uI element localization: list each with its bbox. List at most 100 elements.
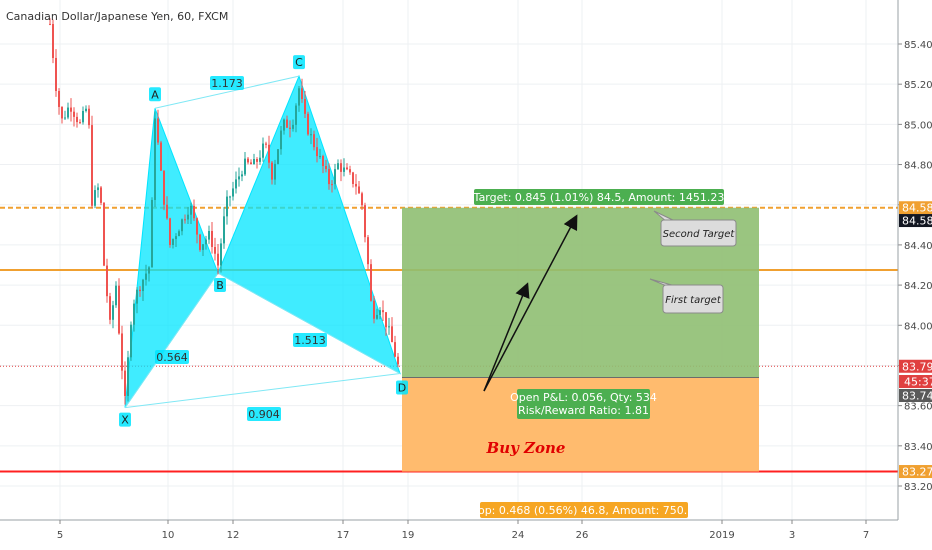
price-tag[interactable]: 84.585 bbox=[902, 202, 932, 215]
price-tick-label: 85.400 bbox=[904, 40, 932, 51]
target-label-bg bbox=[474, 189, 724, 205]
price-tag[interactable]: 83.272 bbox=[902, 466, 932, 479]
price-tag-bg bbox=[899, 465, 932, 479]
candle-body bbox=[364, 205, 366, 238]
candle-body bbox=[145, 273, 147, 280]
candle-body bbox=[193, 205, 195, 219]
candle-body bbox=[211, 230, 213, 247]
note-second-target-box bbox=[660, 219, 737, 247]
candle-body bbox=[187, 214, 189, 220]
candle-body bbox=[70, 107, 72, 112]
ratio-label[interactable]: 1.513 bbox=[294, 334, 326, 347]
target-label-text: Target: 0.845 (1.01%) 84.5, Amount: 1451… bbox=[473, 191, 725, 204]
candle-body bbox=[55, 57, 57, 91]
pattern-labels[interactable]: X A B C D 1.173 0.564 1.513 0.904 bbox=[119, 55, 408, 427]
note-first-target[interactable]: First target bbox=[649, 278, 724, 314]
harmonic-pattern[interactable] bbox=[124, 74, 401, 409]
position-labels[interactable]: Target: 0.845 (1.01%) 84.5, Amount: 1451… bbox=[467, 189, 737, 518]
ratio-label[interactable]: 0.564 bbox=[156, 351, 188, 364]
candle-body bbox=[313, 134, 315, 148]
candle-body bbox=[85, 108, 87, 111]
candle-body bbox=[391, 326, 393, 343]
candle-body bbox=[343, 167, 345, 172]
price-tick-label: 83.400 bbox=[904, 442, 932, 453]
price-tag[interactable]: 84.581 bbox=[902, 215, 932, 228]
price-tag-bg bbox=[899, 201, 932, 215]
candle-body bbox=[376, 314, 378, 319]
candle-body bbox=[61, 106, 63, 119]
candle-body bbox=[286, 119, 288, 128]
bar-countdown: 45:37 bbox=[904, 376, 932, 389]
candle-body bbox=[262, 143, 264, 158]
price-tick-label: 84.800 bbox=[904, 161, 932, 172]
candle-body bbox=[94, 190, 96, 206]
projection-arrows[interactable] bbox=[483, 214, 578, 392]
price-tag[interactable]: 83.796 bbox=[902, 360, 932, 373]
point-label-bg bbox=[293, 55, 305, 70]
stop-label-text: Stop: 0.468 (0.56%) 46.8, Amount: 750.09 bbox=[467, 504, 702, 517]
time-tick-label: 3 bbox=[789, 530, 795, 541]
price-axis[interactable]: 85.40085.20085.00084.80084.60084.40084.2… bbox=[897, 0, 932, 520]
candle-body bbox=[319, 156, 321, 158]
candle-body bbox=[103, 202, 105, 266]
candle-body bbox=[118, 285, 120, 334]
candle-body bbox=[355, 183, 357, 187]
candle-body bbox=[58, 90, 60, 107]
note-first-target-box bbox=[662, 284, 724, 314]
candle-body bbox=[202, 244, 204, 250]
ratio-label[interactable]: 1.173 bbox=[211, 77, 243, 90]
candle-body bbox=[244, 158, 246, 175]
candle-body bbox=[121, 333, 123, 371]
candle-body bbox=[382, 310, 384, 313]
candle-body bbox=[337, 163, 339, 170]
candle-body bbox=[367, 237, 369, 265]
candle-body bbox=[388, 326, 390, 328]
point-label-d[interactable]: D bbox=[398, 381, 406, 394]
candle-body bbox=[67, 107, 69, 118]
price-tag-bg bbox=[899, 359, 932, 373]
arrow-first-target[interactable] bbox=[483, 282, 530, 392]
buy-zone-label: Buy Zone bbox=[486, 439, 566, 457]
arrow-second-target[interactable] bbox=[483, 214, 578, 392]
candle-body bbox=[283, 119, 285, 131]
point-label-c[interactable]: C bbox=[295, 56, 303, 69]
time-tick-label: 2019 bbox=[709, 530, 734, 541]
candle-body bbox=[64, 117, 66, 119]
candle-body bbox=[322, 156, 324, 167]
candle-body bbox=[127, 357, 129, 396]
candle-body bbox=[139, 289, 141, 292]
stop-label-bg bbox=[480, 502, 688, 518]
pattern-line-bd bbox=[217, 272, 401, 374]
point-label-b[interactable]: B bbox=[216, 279, 224, 292]
candle-body bbox=[172, 239, 174, 245]
stop-label[interactable]: Stop: 0.468 (0.56%) 46.8, Amount: 750.09 bbox=[467, 502, 702, 518]
candle-body bbox=[256, 159, 258, 162]
candle-body bbox=[241, 174, 243, 177]
target-label[interactable]: Target: 0.845 (1.01%) 84.5, Amount: 1451… bbox=[473, 189, 725, 205]
time-tick-label: 5 bbox=[57, 530, 63, 541]
price-tag[interactable]: 83.740 bbox=[902, 390, 932, 403]
candle-body bbox=[73, 111, 75, 117]
position-zones[interactable] bbox=[402, 207, 759, 472]
candle-body bbox=[142, 279, 144, 292]
candle-body bbox=[265, 143, 267, 145]
price-tag-bg bbox=[899, 214, 932, 228]
ratio-label[interactable]: 0.904 bbox=[248, 408, 280, 421]
candle-body bbox=[88, 108, 90, 126]
candle-body bbox=[295, 105, 297, 125]
point-label-a[interactable]: A bbox=[151, 88, 159, 101]
candle-body bbox=[181, 219, 183, 232]
candle-body bbox=[76, 116, 78, 123]
candle-body bbox=[289, 127, 291, 129]
candle-body bbox=[373, 300, 375, 319]
candle-body bbox=[361, 193, 363, 206]
time-axis[interactable]: 5 10 12 17 19 24 26 2019 3 7 bbox=[0, 519, 898, 541]
note-second-target[interactable]: Second Target bbox=[653, 210, 737, 247]
time-tick-label: 24 bbox=[512, 530, 525, 541]
point-label-x[interactable]: X bbox=[121, 414, 129, 427]
chart-title: Canadian Dollar/Japanese Yen, 60, FXCM bbox=[6, 10, 228, 23]
candlestick-series[interactable] bbox=[49, 18, 399, 405]
candle-body bbox=[151, 199, 153, 268]
